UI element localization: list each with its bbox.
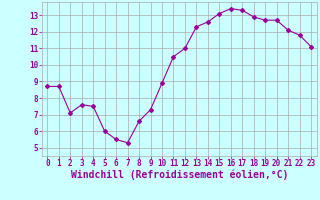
X-axis label: Windchill (Refroidissement éolien,°C): Windchill (Refroidissement éolien,°C): [70, 170, 288, 180]
